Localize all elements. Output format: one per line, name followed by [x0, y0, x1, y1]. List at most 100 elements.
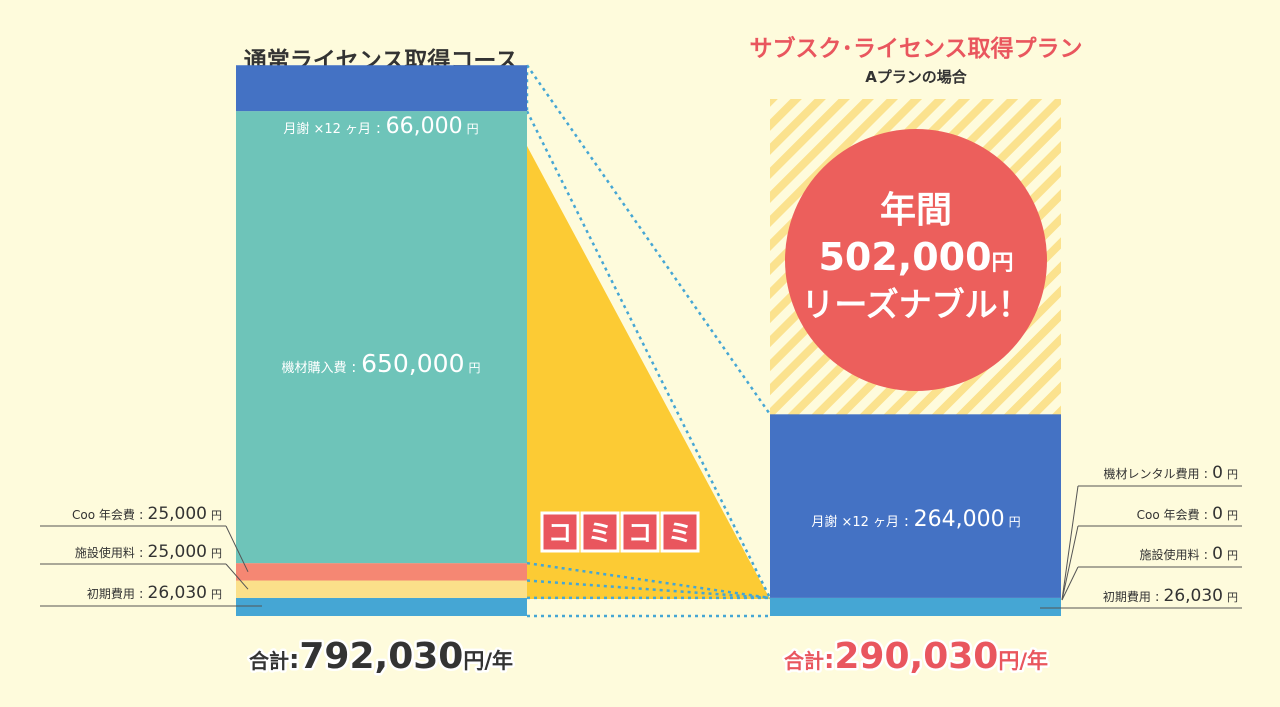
right-label-unit-membership: 円 [1227, 509, 1238, 522]
komikomi-tile-0 [540, 511, 580, 553]
guide-line-top [525, 64, 772, 416]
left-label-name-facility: 施設使用料 [75, 545, 135, 560]
savings-amount: 502,000円 [818, 235, 1013, 279]
right-label-colon-membership: : [1200, 508, 1213, 523]
right-label-unit-equipment: 円 [1227, 468, 1238, 481]
left-monthly-colon: : [371, 119, 386, 137]
komikomi-char-2: コ [628, 519, 652, 547]
left-total-value: 792,030 [299, 636, 463, 677]
left-bar-segment-facility [236, 580, 527, 598]
left-label-colon-initial: : [135, 587, 148, 602]
left-label-connector-facility [225, 563, 249, 590]
right-label-connector-equipment [1061, 485, 1079, 601]
right-total-unit: 円 [998, 649, 1019, 673]
left-label-unit-membership: 円 [211, 509, 222, 522]
right-bar-segment-initial [770, 597, 1061, 616]
right-label-name-initial: 初期費用 [1103, 589, 1151, 604]
left-label-facility: 施設使用料 : 25,000 円 [75, 542, 222, 562]
right-total-label: 合計 [784, 649, 824, 673]
left-label-membership: Coo 年会費 : 25,000 円 [72, 504, 222, 524]
right-chart-title: サブスク･ライセンス取得プラン [749, 35, 1082, 62]
left-label-name-membership: Coo 年会費 [72, 507, 135, 522]
right-label-name-equipment: 機材レンタル費用 [1104, 466, 1200, 481]
right-label-value-initial: 26,030 [1164, 586, 1223, 606]
right-stacked-bar [770, 414, 1061, 616]
right-label-name-facility: 施設使用料 [1140, 547, 1200, 562]
left-label-value-membership: 25,000 [148, 504, 207, 524]
left-monthly-unit: 円 [467, 122, 479, 136]
right-label-name-membership: Coo 年会費 [1137, 507, 1200, 522]
left-label-unit-initial: 円 [211, 588, 222, 601]
left-label-value-initial: 26,030 [148, 583, 207, 603]
left-label-unit-facility: 円 [211, 547, 222, 560]
left-bar-segment-monthly [236, 65, 527, 112]
left-total-colon: : [289, 645, 299, 675]
right-total-suffix: /年 [1019, 649, 1048, 673]
right-label-unit-initial: 円 [1227, 591, 1238, 604]
left-equipment-name: 機材購入費 [281, 361, 346, 376]
left-monthly-value: 66,000 [386, 114, 463, 139]
right-label-value-facility: 0 [1212, 544, 1223, 564]
left-bar-segment-membership [236, 563, 527, 581]
right-chart-subtitle: Aプランの場合 [865, 68, 968, 86]
right-bar-segment-monthly [770, 414, 1061, 598]
right-monthly-colon: : [899, 512, 914, 530]
right-label-connector-membership [1061, 525, 1079, 601]
right-label-unit-facility: 円 [1227, 549, 1238, 562]
right-label-value-equipment: 0 [1212, 463, 1223, 483]
guide-line-membership [526, 561, 771, 600]
komikomi-char-0: コ [548, 519, 572, 547]
left-total-unit: 円 [463, 649, 484, 673]
right-label-value-membership: 0 [1212, 504, 1223, 524]
left-monthly-name: 月謝 ×12 ヶ月 [283, 122, 371, 137]
left-label-connector-membership [225, 525, 249, 573]
right-total-colon: : [824, 645, 834, 675]
komikomi-tile-3 [660, 511, 700, 553]
savings-line1: 年間 [880, 190, 952, 231]
right-total-value: 290,030 [834, 636, 998, 677]
right-label-colon-equipment: : [1200, 467, 1213, 482]
komikomi-tile-2 [620, 511, 660, 553]
right-monthly-name: 月謝 ×12 ヶ月 [811, 515, 899, 530]
komikomi-char-3: ミ [668, 519, 692, 547]
left-bar-segment-equipment [236, 111, 527, 564]
savings-amount-value: 502,000 [818, 235, 991, 279]
left-label-initial: 初期費用 : 26,030 円 [87, 583, 222, 603]
right-label-initial: 初期費用 : 26,030 円 [1103, 586, 1238, 606]
left-total-suffix: /年 [484, 649, 513, 673]
left-label-colon-facility: : [135, 546, 148, 561]
right-label-connector-facility [1061, 566, 1079, 601]
right-label-colon-facility: : [1200, 548, 1213, 563]
left-total: 合計:792,030円/年 [249, 636, 513, 677]
komikomi-badge: コミコミ [540, 511, 700, 553]
cost-reduction-wedge [527, 146, 770, 599]
left-bar-segment-initial [236, 597, 527, 616]
savings-amount-unit: 円 [992, 251, 1014, 276]
savings-circle [785, 129, 1047, 391]
komikomi-tile-1 [580, 511, 620, 553]
right-label-colon-initial: : [1151, 590, 1164, 605]
savings-line3: リーズナブル！ [801, 285, 1030, 324]
left-label-colon-membership: : [135, 508, 148, 523]
guide-line-facility [526, 579, 771, 600]
right-monthly-value: 264,000 [914, 507, 1005, 532]
left-equipment-unit: 円 [468, 361, 480, 375]
left-label-value-facility: 25,000 [148, 542, 207, 562]
right-total: 合計:290,030円/年 [784, 636, 1048, 677]
left-equipment-label: 機材購入費 : 650,000 円 [281, 349, 480, 378]
left-stacked-bar [236, 65, 527, 616]
left-monthly-label: 月謝 ×12 ヶ月 : 66,000 円 [283, 114, 478, 139]
left-equipment-colon: : [347, 358, 362, 376]
komikomi-char-1: ミ [588, 519, 612, 547]
right-monthly-label: 月謝 ×12 ヶ月 : 264,000 円 [811, 507, 1020, 532]
left-total-label: 合計 [249, 649, 289, 673]
left-equipment-value: 650,000 [361, 349, 464, 378]
left-label-name-initial: 初期費用 [87, 586, 135, 601]
right-monthly-unit: 円 [1009, 515, 1021, 529]
